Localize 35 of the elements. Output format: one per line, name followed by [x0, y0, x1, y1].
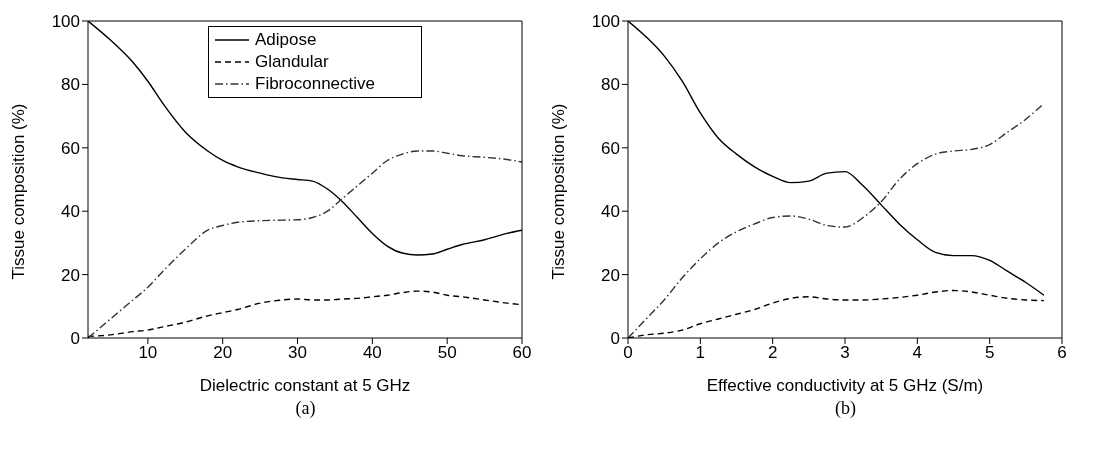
y-tick-label: 0 — [610, 329, 620, 349]
y-tick-label: 40 — [61, 202, 80, 222]
x-tick-label: 10 — [138, 343, 158, 363]
y-tick-label: 40 — [601, 202, 620, 222]
y-tick-label: 100 — [51, 12, 80, 32]
x-tick-label: 40 — [362, 343, 382, 363]
y-tick-label: 60 — [601, 138, 620, 158]
text: (b) — [834, 398, 857, 419]
line-series — [628, 102, 1045, 338]
y-axis-title: Tissue composition (%) — [9, 103, 29, 280]
x-tick-label: 60 — [512, 343, 532, 363]
legend-label: Adipose — [255, 29, 317, 51]
x-tick-label: 1 — [695, 343, 706, 363]
y-tick-label: 20 — [601, 265, 620, 285]
x-tick-label: 50 — [437, 343, 457, 363]
y-tick-label: 100 — [591, 12, 620, 32]
x-tick-label: 6 — [1057, 343, 1067, 363]
x-tick-label: 4 — [912, 343, 923, 363]
y-tick-label: 20 — [61, 265, 80, 285]
x-tick-label: 0 — [623, 343, 633, 363]
y-tick-label: 0 — [70, 329, 80, 349]
x-tick-label: 5 — [984, 343, 995, 363]
x-tick-label: 20 — [213, 343, 233, 363]
y-tick-label: 80 — [61, 75, 80, 95]
x-tick-label: 2 — [767, 343, 778, 363]
text: (a) — [294, 398, 317, 419]
x-axis-title: Dielectric constant at 5 GHz — [199, 376, 411, 395]
legend-label: Fibroconnective — [255, 73, 376, 95]
x-tick-label: 30 — [288, 343, 307, 363]
y-tick-label: 80 — [601, 75, 620, 95]
legend-label: Glandular — [255, 51, 329, 73]
x-tick-label: 3 — [840, 343, 850, 363]
y-tick-label: 60 — [61, 138, 80, 158]
x-axis-title: Effective conductivity at 5 GHz (S/m) — [706, 376, 984, 395]
y-axis-title: Tissue composition (%) — [549, 103, 569, 280]
